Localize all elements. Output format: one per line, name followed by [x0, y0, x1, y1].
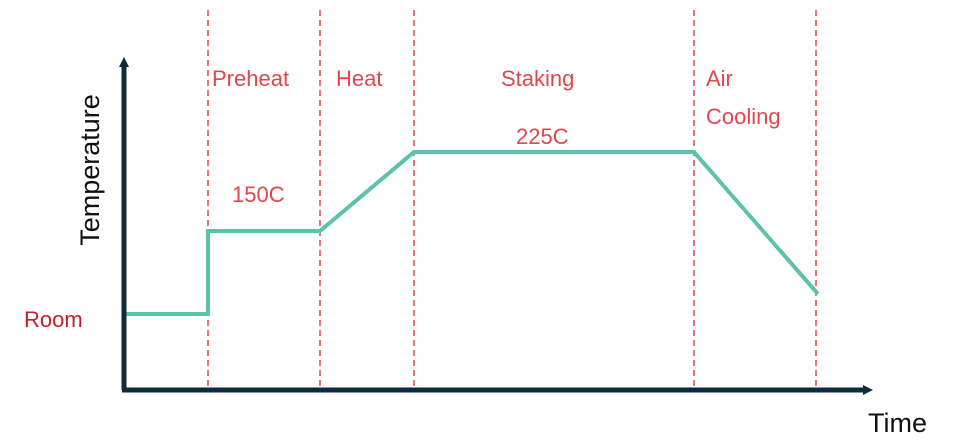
- phase-label-staking: Staking: [501, 66, 575, 91]
- phase-label-cooling: Cooling: [706, 104, 781, 129]
- temp-label-staking: 225C: [516, 124, 569, 149]
- temp-label-preheat: 150C: [232, 182, 285, 207]
- x-axis-title: Time: [868, 408, 927, 438]
- y-axis-title: Temperature: [75, 94, 105, 246]
- temp-label-room: Room: [24, 307, 83, 332]
- phase-label-air: Air: [706, 66, 733, 91]
- temperature-profile-line: [123, 150, 820, 316]
- phase-label-heat: Heat: [336, 66, 383, 91]
- phase-label-preheat: Preheat: [212, 66, 290, 91]
